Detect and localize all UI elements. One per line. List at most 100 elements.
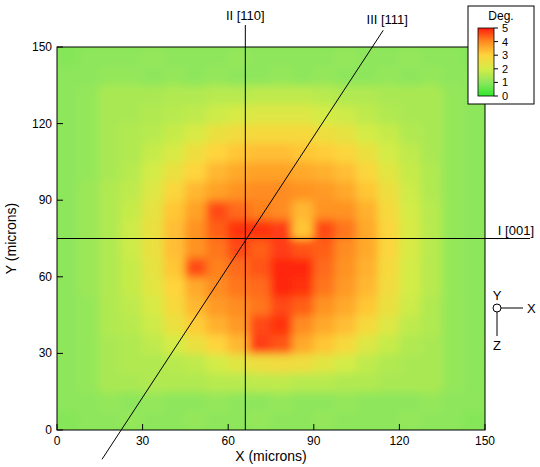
heat-cell	[420, 161, 442, 181]
heat-cell	[142, 200, 164, 220]
heat-cell	[228, 142, 250, 162]
heat-cell	[121, 295, 143, 315]
heat-cell	[271, 315, 293, 335]
heat-cell	[313, 353, 335, 373]
heat-cell	[249, 410, 271, 430]
heat-cell	[142, 66, 164, 86]
heat-cell	[185, 47, 207, 67]
heat-cell	[78, 200, 100, 220]
heat-cell	[121, 219, 143, 239]
heat-cell	[164, 85, 186, 105]
heat-cell	[57, 200, 79, 220]
heat-cell	[99, 238, 121, 258]
heat-cell	[356, 104, 378, 124]
heat-cell	[57, 276, 79, 296]
heat-cell	[420, 391, 442, 411]
heat-cell	[378, 391, 400, 411]
heat-cell	[442, 295, 464, 315]
heat-cell	[378, 372, 400, 392]
heat-cell	[185, 353, 207, 373]
heat-cell	[185, 315, 207, 335]
direction-line	[57, 238, 530, 239]
heat-cell	[313, 47, 335, 67]
direction-label: II [110]	[226, 8, 265, 23]
heat-cell	[228, 123, 250, 143]
heat-cell	[378, 104, 400, 124]
heat-cell	[57, 353, 79, 373]
heat-cell	[57, 219, 79, 239]
colorbar-tick	[494, 28, 498, 29]
heat-cell	[78, 85, 100, 105]
x-tick-label: 90	[307, 434, 321, 448]
heat-cell	[420, 238, 442, 258]
heat-cell	[206, 200, 228, 220]
heat-cell	[121, 66, 143, 86]
heat-cell	[292, 315, 314, 335]
heat-cell	[78, 66, 100, 86]
heat-cell	[78, 104, 100, 124]
heat-cell	[399, 372, 421, 392]
heat-cell	[271, 200, 293, 220]
y-tick	[57, 430, 63, 431]
heat-cell	[420, 276, 442, 296]
heat-cell	[142, 238, 164, 258]
colorbar-box	[468, 6, 534, 104]
heat-cell	[249, 66, 271, 86]
heat-cell	[206, 181, 228, 201]
heat-cell	[164, 276, 186, 296]
heat-cell	[313, 104, 335, 124]
heat-cell	[249, 47, 271, 67]
heat-cell	[420, 104, 442, 124]
heat-cell	[142, 257, 164, 277]
heat-cell	[378, 295, 400, 315]
heat-cell	[463, 257, 485, 277]
heat-cell	[228, 372, 250, 392]
heat-cell	[442, 353, 464, 373]
heat-cell	[142, 372, 164, 392]
heat-cell	[78, 391, 100, 411]
heat-cell	[249, 257, 271, 277]
heat-cell	[442, 391, 464, 411]
heat-cell	[185, 85, 207, 105]
heat-cell	[356, 276, 378, 296]
heat-cell	[442, 334, 464, 354]
heat-cell	[335, 238, 357, 258]
heat-cell	[57, 410, 79, 430]
heat-cell	[292, 295, 314, 315]
heat-cell	[335, 161, 357, 181]
heat-cell	[142, 353, 164, 373]
triad-label: X	[527, 301, 536, 316]
heat-cell	[228, 257, 250, 277]
heat-cell	[378, 123, 400, 143]
heat-cell	[228, 161, 250, 181]
heat-cell	[228, 295, 250, 315]
heat-cell	[228, 334, 250, 354]
triad-origin	[493, 304, 501, 312]
heat-cell	[463, 276, 485, 296]
heat-cell	[142, 181, 164, 201]
heat-cell	[249, 334, 271, 354]
y-tick-label: 120	[32, 117, 52, 131]
heat-cell	[249, 295, 271, 315]
heat-cell	[356, 353, 378, 373]
heat-cell	[164, 238, 186, 258]
heat-cell	[271, 219, 293, 239]
heat-cell	[271, 410, 293, 430]
heat-cell	[57, 257, 79, 277]
heat-cell	[335, 123, 357, 143]
heat-cell	[292, 219, 314, 239]
heat-cell	[399, 219, 421, 239]
heat-cell	[399, 410, 421, 430]
heat-cell	[142, 410, 164, 430]
heat-cell	[206, 391, 228, 411]
heat-cell	[121, 47, 143, 67]
direction-line	[102, 30, 383, 459]
heat-cell	[399, 200, 421, 220]
heat-cell	[57, 47, 79, 67]
heat-cell	[99, 104, 121, 124]
x-tick	[399, 424, 400, 430]
heat-cell	[463, 200, 485, 220]
heat-cell	[292, 200, 314, 220]
heat-cell	[206, 257, 228, 277]
y-tick	[57, 353, 63, 354]
